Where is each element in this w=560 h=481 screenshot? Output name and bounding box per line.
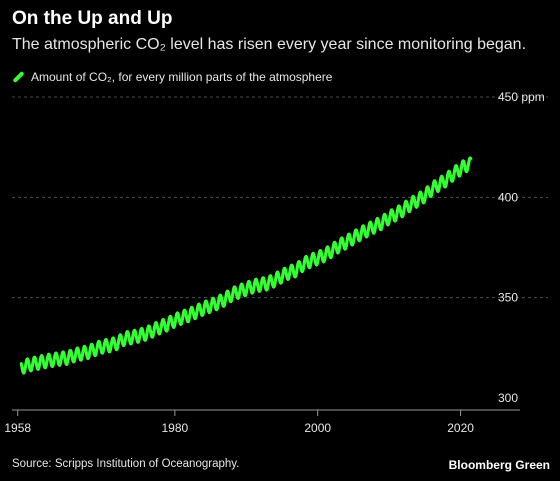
y-tick-label-350: 350 — [498, 291, 518, 305]
grid-layer — [12, 96, 548, 299]
source-note: Source: Scripps Institution of Oceanogra… — [12, 458, 240, 470]
tick-labels: 300 350 400 450 ppm 1958 1980 2000 2020 — [4, 90, 544, 435]
chart-title: On the Up and Up — [12, 8, 173, 29]
y-tick-label-300: 300 — [498, 391, 518, 405]
x-axis — [12, 409, 520, 416]
brand-logo: Bloomberg Green — [448, 458, 550, 472]
legend: Amount of CO₂, for every million parts o… — [12, 70, 332, 84]
y-tick-label-450: 450 ppm — [498, 90, 545, 104]
series-layer — [19, 156, 473, 375]
y-tick-label-400: 400 — [498, 190, 518, 204]
legend-label: Amount of CO₂, for every million parts o… — [31, 70, 333, 84]
x-tick-label-1958: 1958 — [4, 421, 31, 435]
x-tick-label-2000: 2000 — [304, 421, 331, 435]
x-tick-label-1980: 1980 — [162, 421, 189, 435]
x-tick-label-2020: 2020 — [447, 421, 474, 435]
chart-subtitle: The atmospheric CO₂ level has risen ever… — [12, 36, 527, 53]
co2-series-line — [19, 156, 473, 375]
